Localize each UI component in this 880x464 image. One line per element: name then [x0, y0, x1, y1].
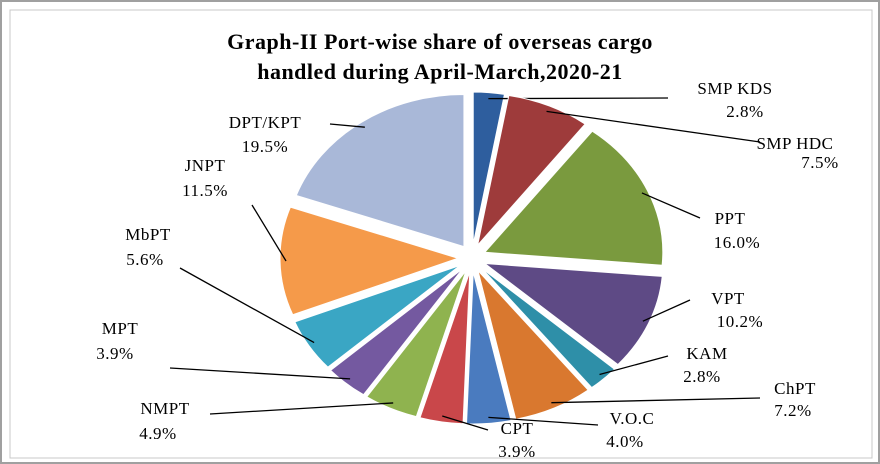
slice-value-label: 3.9% — [498, 442, 535, 461]
pie-slice — [472, 91, 506, 245]
slice-value-label: 5.6% — [126, 250, 163, 269]
slice-label: PPT — [715, 209, 746, 228]
slice-label: MPT — [102, 319, 139, 338]
slice-label: SMP KDS — [697, 79, 772, 98]
leader-line — [251, 204, 287, 262]
leader-line — [488, 416, 599, 426]
leader-line — [442, 415, 489, 431]
pie-slice — [476, 94, 586, 247]
leader-line — [179, 267, 315, 344]
slice-label: SMP HDC — [756, 134, 833, 153]
slice-value-label: 10.2% — [717, 312, 763, 331]
slice-value-label: 3.9% — [96, 344, 133, 363]
slice-label: NMPT — [140, 399, 189, 418]
slice-value-label: 7.2% — [774, 401, 811, 420]
chart-title: Graph-II Port-wise share of overseas car… — [227, 29, 653, 54]
pie-slice — [419, 271, 471, 425]
slice-label: CPT — [501, 419, 534, 438]
pie-slice — [366, 270, 467, 418]
leader-line — [169, 367, 351, 380]
slice-label: VPT — [711, 289, 745, 308]
pie-slice — [279, 206, 460, 316]
slice-value-label: 11.5% — [182, 181, 228, 200]
slice-value-label: 16.0% — [714, 233, 760, 252]
leader-line — [642, 299, 691, 322]
leader-line — [209, 402, 394, 415]
leader-line — [329, 123, 365, 128]
slice-label: DPT/KPT — [229, 113, 302, 132]
inner-frame — [9, 9, 873, 459]
chart-title: handled during April-March,2020-21 — [257, 59, 623, 84]
pie-slice — [483, 130, 664, 266]
leader-line — [546, 110, 761, 143]
leader-line — [551, 397, 761, 404]
leader-line — [599, 355, 669, 376]
slice-value-label: 7.5% — [801, 153, 838, 172]
pie-slice — [483, 262, 663, 366]
slice-value-label: 2.8% — [726, 102, 763, 121]
leader-line — [641, 192, 701, 219]
pie-slice — [329, 268, 464, 396]
slice-label: KAM — [686, 344, 727, 363]
pie-slice — [481, 267, 616, 389]
slice-label: JNPT — [185, 156, 226, 175]
slice-label: V.O.C — [610, 409, 655, 428]
slice-label: ChPT — [774, 379, 816, 398]
pie-slice — [294, 264, 461, 368]
slice-label: MbPT — [125, 225, 171, 244]
slice-value-label: 4.9% — [139, 424, 176, 443]
slice-value-label: 2.8% — [683, 367, 720, 386]
pie-slice — [295, 94, 465, 248]
slice-value-label: 4.0% — [606, 432, 643, 451]
slice-value-label: 19.5% — [242, 137, 288, 156]
